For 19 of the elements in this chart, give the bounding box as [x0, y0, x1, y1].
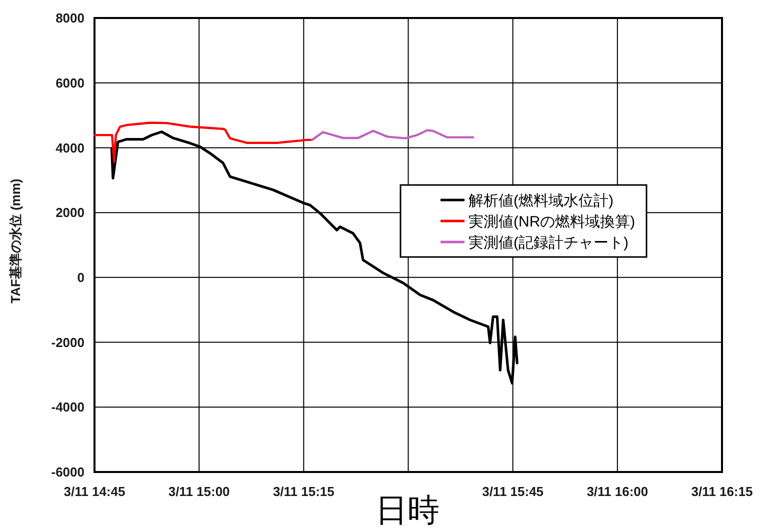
- y-tick-label: 8000: [56, 10, 84, 26]
- y-tick-label: 4000: [56, 140, 84, 156]
- x-tick-label: 3/11 16:00: [586, 484, 648, 499]
- x-tick-label: 3/11 16:15: [691, 484, 753, 499]
- y-tick-label: 2000: [56, 205, 84, 220]
- y-tick-label: -2000: [51, 334, 84, 350]
- legend-label: 実測値(記録計チャート): [468, 234, 628, 252]
- x-tick-label: 3/11 15:15: [272, 484, 334, 499]
- x-axis-title: 日時: [375, 492, 440, 528]
- y-tick-label: 6000: [56, 75, 84, 90]
- y-axis-title: TAF基準の水位 (mm): [8, 178, 23, 304]
- y-tick-label: -4000: [51, 400, 84, 415]
- legend-label: 解析値(燃料域水位計): [468, 192, 614, 210]
- y-tick-label: -6000: [51, 464, 84, 480]
- y-tick-label: 0: [77, 270, 84, 285]
- x-tick-label: 3/11 15:00: [168, 484, 230, 499]
- x-tick-label: 3/11 14:45: [64, 484, 126, 499]
- x-tick-label: 3/11 15:45: [482, 484, 544, 499]
- legend-label: 実測値(NRの燃料域換算): [468, 213, 636, 230]
